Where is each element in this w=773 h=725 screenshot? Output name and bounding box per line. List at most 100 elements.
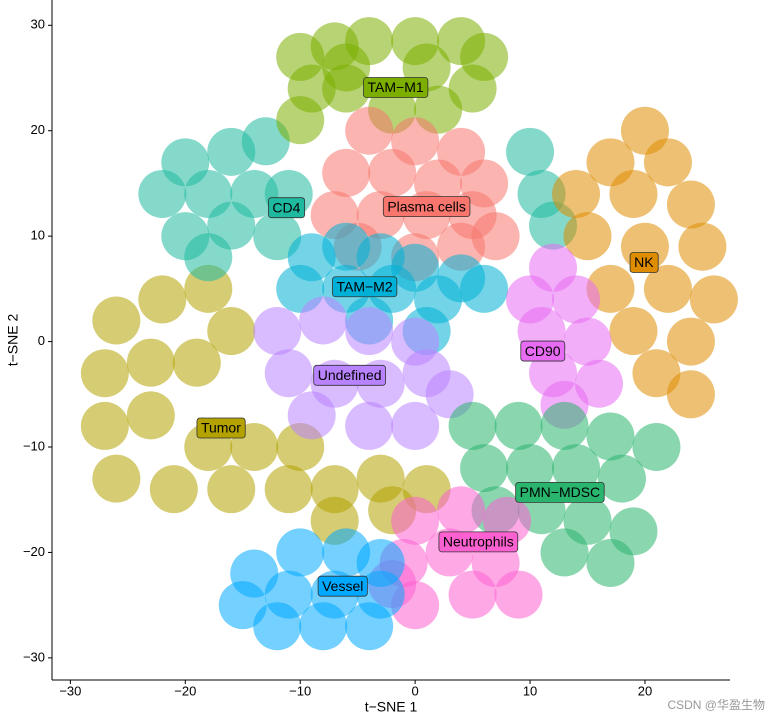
point <box>241 117 290 166</box>
points <box>80 17 738 651</box>
cluster-labels: Tumor CD4 TAM−M1 Plasma cells NK TAM−M2 Undefi… <box>196 77 659 597</box>
y-tick-label: 10 <box>31 228 45 243</box>
x-tick-label: −30 <box>59 683 81 698</box>
point <box>126 391 175 440</box>
point <box>218 581 267 630</box>
point <box>597 454 646 503</box>
point <box>586 412 635 461</box>
point <box>643 264 692 313</box>
point <box>345 401 394 450</box>
cluster-label: TAM−M2 <box>332 276 398 298</box>
axes: −30 −20 −10 0 10 20 −30 −20 −10 0 10 20 30 <box>23 0 730 698</box>
y-tick-label: 0 <box>38 333 45 348</box>
point <box>264 349 313 398</box>
point <box>540 401 589 450</box>
point <box>92 454 141 503</box>
point <box>345 307 394 356</box>
point <box>460 444 509 493</box>
point <box>345 106 394 155</box>
point <box>264 465 313 514</box>
point <box>552 444 601 493</box>
label-text: TAM−M1 <box>368 79 424 95</box>
cluster-label: Vessel <box>317 575 368 597</box>
y-tick-label: 20 <box>31 122 45 137</box>
label-text: Plasma cells <box>387 198 466 214</box>
point <box>126 338 175 387</box>
label-text: CD90 <box>525 343 561 359</box>
cluster-label: TAM−M1 <box>363 77 429 98</box>
point <box>299 602 348 651</box>
point <box>506 444 555 493</box>
point <box>632 423 681 472</box>
label-text: CD4 <box>272 199 300 215</box>
point <box>448 570 497 619</box>
point <box>540 528 589 577</box>
y-tick-label: −30 <box>23 649 45 664</box>
point <box>172 338 221 387</box>
point <box>138 275 187 324</box>
point <box>609 307 658 356</box>
label-text: TAM−M2 <box>336 278 392 294</box>
cluster-label: Undefined <box>313 364 386 386</box>
label-box <box>332 276 398 298</box>
label-box <box>268 197 306 219</box>
cluster-label: CD90 <box>520 340 566 362</box>
point <box>666 317 715 366</box>
label-text: Undefined <box>318 367 382 383</box>
cluster-label: Plasma cells <box>382 196 471 218</box>
point <box>609 169 658 218</box>
cluster-label: Tumor <box>196 417 246 439</box>
x-tick-label: −20 <box>174 683 196 698</box>
point <box>80 349 129 398</box>
label-box <box>317 575 368 597</box>
point <box>253 602 302 651</box>
label-text: Neutrophils <box>443 534 514 550</box>
point <box>138 169 187 218</box>
point <box>80 401 129 450</box>
x-tick-label: 0 <box>412 683 419 698</box>
point <box>207 465 256 514</box>
point <box>494 570 543 619</box>
x-tick-label: 20 <box>638 683 652 698</box>
label-text: PMN−MDSC <box>520 484 601 500</box>
point <box>287 391 336 440</box>
point <box>460 264 509 313</box>
point <box>149 465 198 514</box>
x-tick-label: 10 <box>523 683 537 698</box>
point <box>184 233 233 282</box>
point <box>322 148 371 197</box>
label-box <box>196 417 246 439</box>
label-text: Tumor <box>201 420 241 436</box>
point <box>471 212 520 261</box>
point <box>563 212 612 261</box>
label-box <box>438 531 519 553</box>
y-axis-label: t−SNE 2 <box>5 314 21 367</box>
label-box <box>382 196 471 218</box>
point <box>574 359 623 408</box>
cluster-label: CD4 <box>268 197 306 219</box>
point <box>368 148 417 197</box>
x-axis-label: t−SNE 1 <box>365 699 418 715</box>
cluster-label: Neutrophils <box>438 531 519 553</box>
y-tick-label: 30 <box>31 17 45 32</box>
point <box>563 317 612 366</box>
x-tick-label: −10 <box>289 683 311 698</box>
point <box>92 296 141 345</box>
point <box>345 602 394 651</box>
label-box <box>363 77 429 98</box>
point <box>322 43 371 92</box>
watermark: CSDN @华盈生物 <box>667 698 765 712</box>
label-text: NK <box>634 254 654 270</box>
point <box>643 138 692 187</box>
y-tick-label: −10 <box>23 438 45 453</box>
point <box>448 401 497 450</box>
y-tick-label: −20 <box>23 544 45 559</box>
point <box>207 307 256 356</box>
point <box>666 370 715 419</box>
point <box>552 169 601 218</box>
point <box>494 401 543 450</box>
point <box>391 496 440 545</box>
point <box>253 212 302 261</box>
label-box <box>520 340 566 362</box>
